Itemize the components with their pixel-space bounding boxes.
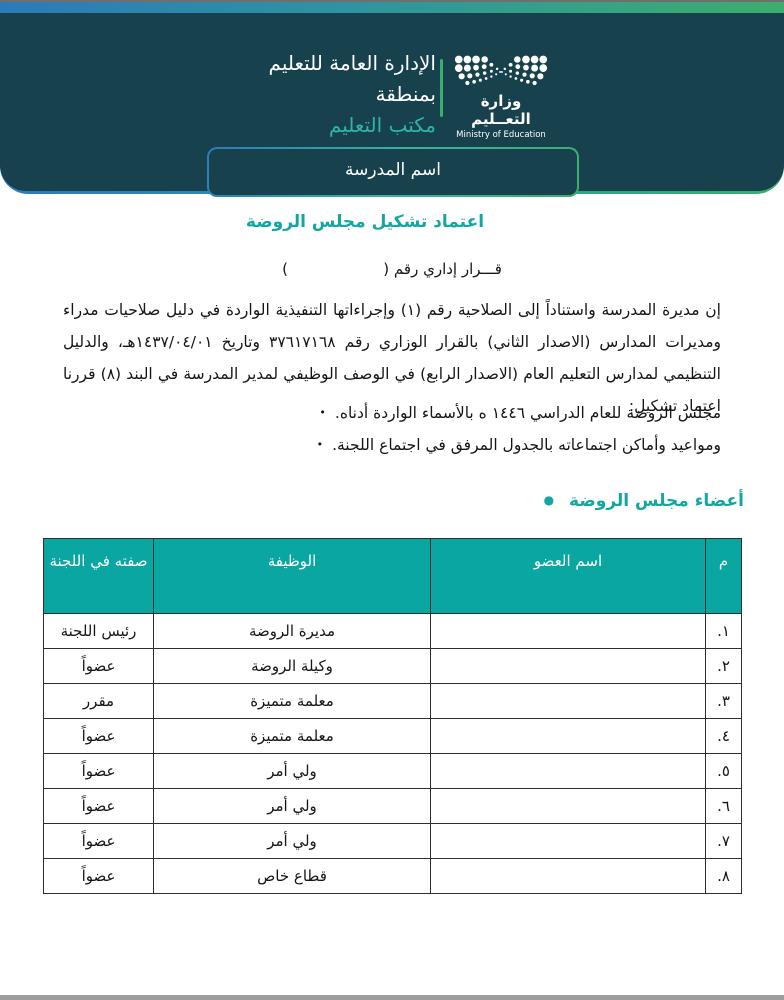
table-row: ٢. وكيلة الروضة عضواً	[43, 648, 742, 684]
table-row: ٦. ولي أمر عضواً	[43, 788, 742, 824]
table-row: ٧. ولي أمر عضواً	[43, 823, 742, 859]
decision-bullet-list: مجلس الروضة للعام الدراسي ١٤٤٦ ه بالأسما…	[63, 397, 721, 461]
bullet-icon: •	[316, 438, 324, 451]
bullet-line: مجلس الروضة للعام الدراسي ١٤٤٦ ه بالأسما…	[63, 397, 721, 429]
window-top-border	[0, 0, 784, 2]
education-office-label: مكتب التعليم	[328, 113, 436, 137]
table-row: ٥. ولي أمر عضواً	[43, 753, 742, 789]
header-band: الإدارة العامة للتعليم بمنطقة مكتب التعل…	[0, 13, 784, 191]
cell-name	[430, 823, 706, 859]
cell-role: عضواً	[43, 858, 154, 894]
cell-job: وكيلة الروضة	[153, 648, 431, 684]
cell-name	[430, 648, 706, 684]
cell-job: مديرة الروضة	[153, 613, 431, 649]
members-table: م اسم العضو الوظيفة صفته في اللجنة ١. مدي…	[43, 538, 742, 894]
cell-job: ولي أمر	[153, 753, 431, 789]
header-member-name: اسم العضو	[430, 538, 706, 614]
cell-name	[430, 753, 706, 789]
table-row: ١. مديرة الروضة رئيس اللجنة	[43, 613, 742, 649]
cell-name	[430, 718, 706, 754]
document-title: اعتماد تشكيل مجلس الروضة	[245, 212, 485, 232]
administrative-decision-line: قـــرار إداري رقم ( )	[282, 260, 502, 278]
school-name-box: اسم المدرسة	[207, 147, 579, 197]
department-line2: بمنطقة	[375, 82, 436, 106]
cell-job: معلمة متميزة	[153, 718, 431, 754]
cell-num: ٣.	[705, 683, 742, 719]
department-title: الإدارة العامة للتعليم بمنطقة مكتب التعل…	[269, 48, 436, 141]
members-section-title: أعضاء مجلس الروضة ●	[544, 491, 744, 511]
cell-num: ٦.	[705, 788, 742, 824]
cell-name	[430, 788, 706, 824]
members-section-title-text: أعضاء مجلس الروضة	[569, 491, 744, 511]
header-role: صفته في اللجنة	[43, 538, 154, 614]
cell-role: عضواً	[43, 718, 154, 754]
section-bullet-icon: ●	[543, 493, 555, 507]
ministry-name-arabic: وزارة التعــليم	[471, 92, 531, 128]
cell-role: عضواً	[43, 823, 154, 859]
cell-role: رئيس اللجنة	[43, 613, 154, 649]
header-job: الوظيفة	[153, 538, 431, 614]
cell-num: ٨.	[705, 858, 742, 894]
bullet-icon: •	[319, 406, 326, 419]
cell-name	[430, 858, 706, 894]
page-bottom-bar	[0, 995, 784, 1000]
table-row: ٤. معلمة متميزة عضواً	[43, 718, 742, 754]
ministry-of-education-emblem-icon	[450, 53, 552, 89]
decision-paragraph: إن مديرة المدرسة واستناداً إلى الصلاحية …	[63, 301, 721, 415]
cell-name	[430, 683, 706, 719]
ministry-logo: وزارة التعــليم Ministry of Education	[450, 53, 552, 140]
table-row: ٨. قطاع خاص عضواً	[43, 858, 742, 894]
ministry-name-english: Ministry of Education	[456, 130, 546, 140]
members-table-body: ١. مديرة الروضة رئيس اللجنة ٢. وكيلة الروضة ع…	[43, 613, 742, 894]
cell-num: ٢.	[705, 648, 742, 684]
cell-job: ولي أمر	[153, 788, 431, 824]
cell-job: قطاع خاص	[153, 858, 431, 894]
cell-role: عضواً	[43, 788, 154, 824]
header-gradient-band: الإدارة العامة للتعليم بمنطقة مكتب التعل…	[0, 2, 784, 194]
logo-divider-line	[440, 59, 443, 117]
bullet-line: ومواعيد وأماكن اجتماعاته بالجدول المرفق …	[63, 429, 721, 461]
cell-role: عضواً	[43, 753, 154, 789]
bullet-text: مجلس الروضة للعام الدراسي ١٤٤٦ ه بالأسما…	[334, 404, 721, 422]
cell-num: ٤.	[705, 718, 742, 754]
header-number: م	[705, 538, 742, 614]
cell-name	[430, 613, 706, 649]
bullet-text: ومواعيد وأماكن اجتماعاته بالجدول المرفق …	[332, 436, 721, 454]
cell-role: مقرر	[43, 683, 154, 719]
table-row: ٣. معلمة متميزة مقرر	[43, 683, 742, 719]
cell-num: ٧.	[705, 823, 742, 859]
cell-role: عضواً	[43, 648, 154, 684]
cell-job: معلمة متميزة	[153, 683, 431, 719]
department-line1: الإدارة العامة للتعليم	[268, 51, 436, 75]
cell-num: ١.	[705, 613, 742, 649]
cell-job: ولي أمر	[153, 823, 431, 859]
table-header-row: م اسم العضو الوظيفة صفته في اللجنة	[43, 538, 742, 614]
cell-num: ٥.	[705, 753, 742, 789]
